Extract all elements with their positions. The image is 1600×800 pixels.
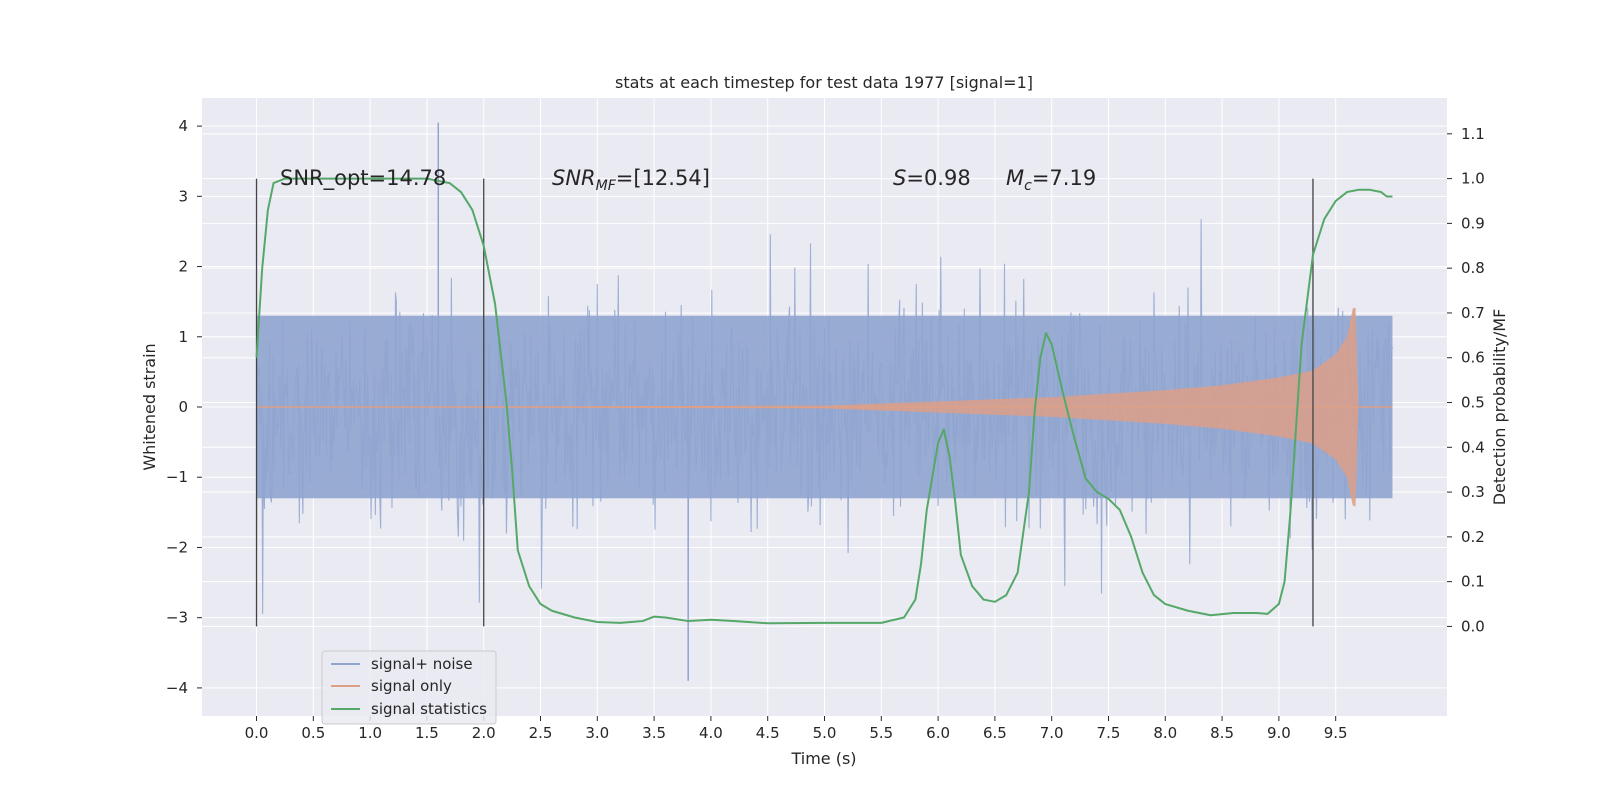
y-left-tick-label: −2 xyxy=(166,538,188,556)
x-tick-label: 2.5 xyxy=(529,724,553,742)
y-left-tick-label: −3 xyxy=(166,609,188,627)
x-tick-label: 7.5 xyxy=(1097,724,1121,742)
annotation-s-rest: =0.98 xyxy=(906,166,970,190)
x-tick-label: 3.0 xyxy=(585,724,609,742)
x-axis-ticks: 0.0 0.5 1.0 1.5 2.0 2.5 3.0 3.5 4.0 4.5 5.0 5.5 6.0 6… xyxy=(245,716,1348,742)
y-right-tick-label: 0.1 xyxy=(1461,573,1485,591)
signal-statistics-line xyxy=(255,177,1393,625)
y-axis-left-ticks: 4 3 2 1 0 −1 −2 −3 −4 xyxy=(166,117,202,697)
y-right-tick-label: 1.0 xyxy=(1461,170,1485,188)
series-signal-statistics xyxy=(255,177,1393,625)
series-signal-only xyxy=(256,307,1393,507)
legend-label-signal-only: signal only xyxy=(371,677,452,695)
y-left-tick-label: 2 xyxy=(178,258,188,276)
y-left-tick-label: 1 xyxy=(178,328,188,346)
x-tick-label: 1.5 xyxy=(415,724,439,742)
annotation-mc: Mc=7.19 xyxy=(1006,166,1096,194)
chart-title: stats at each timestep for test data 197… xyxy=(615,73,1033,92)
x-tick-label: 1.0 xyxy=(358,724,382,742)
x-tick-label: 5.0 xyxy=(813,724,837,742)
y-left-tick-label: 4 xyxy=(178,117,188,135)
legend-label-signal-noise: signal+ noise xyxy=(371,655,473,673)
x-tick-label: 0.0 xyxy=(245,724,269,742)
x-tick-label: 4.5 xyxy=(756,724,780,742)
y-right-tick-label: 0.6 xyxy=(1461,349,1485,367)
y-axis-right-label: Detection probability/MF xyxy=(1490,309,1509,506)
x-tick-label: 4.0 xyxy=(699,724,723,742)
annotation-mc-main: M xyxy=(1006,166,1024,190)
y-right-tick-label: 0.3 xyxy=(1461,483,1485,501)
y-right-tick-label: 0.7 xyxy=(1461,304,1485,322)
x-tick-label: 6.5 xyxy=(983,724,1007,742)
x-axis-label: Time (s) xyxy=(790,749,856,768)
x-tick-label: 2.0 xyxy=(472,724,496,742)
x-tick-label: 9.0 xyxy=(1267,724,1291,742)
annotation-mc-rest: =7.19 xyxy=(1032,166,1096,190)
y-right-tick-label: 0.9 xyxy=(1461,214,1485,232)
annotation-mc-sub: c xyxy=(1024,178,1032,194)
y-left-tick-label: 0 xyxy=(178,398,188,416)
legend-label-signal-statistics: signal statistics xyxy=(371,700,487,718)
y-axis-left-label: Whitened strain xyxy=(140,343,159,470)
annotation-snr-mf-sub: MF xyxy=(596,178,617,194)
y-axis-right-ticks: 1.1 1.0 0.9 0.8 0.7 0.6 0.5 0.4 0.3 0.2 0.1 0.0 xyxy=(1447,125,1485,635)
y-right-tick-label: 0.5 xyxy=(1461,394,1485,412)
annotation-s-main: S xyxy=(893,166,906,190)
x-tick-label: 3.5 xyxy=(642,724,666,742)
annotation-snr-mf: SNRMF=[12.54] xyxy=(552,166,710,194)
x-tick-label: 9.5 xyxy=(1324,724,1348,742)
y-right-tick-label: 0.8 xyxy=(1461,259,1485,277)
y-right-tick-label: 0.0 xyxy=(1461,617,1485,635)
annotation-snr-opt: SNR_opt=14.78 xyxy=(280,166,446,191)
legend-box xyxy=(321,650,497,725)
y-right-tick-label: 0.2 xyxy=(1461,528,1485,546)
x-tick-label: 5.5 xyxy=(869,724,893,742)
y-right-tick-label: 1.1 xyxy=(1461,125,1485,143)
x-tick-label: 6.0 xyxy=(926,724,950,742)
annotation-snr-mf-main: SNR xyxy=(552,166,596,190)
x-tick-label: 7.0 xyxy=(1040,724,1064,742)
y-left-tick-label: −4 xyxy=(166,679,188,697)
y-left-tick-label: 3 xyxy=(178,187,188,205)
legend: signal+ noise signal only signal statist… xyxy=(321,650,497,725)
x-tick-label: 8.0 xyxy=(1153,724,1177,742)
annotation-snr-mf-rest: =[12.54] xyxy=(616,166,710,190)
x-tick-label: 8.5 xyxy=(1210,724,1234,742)
y-right-tick-label: 0.4 xyxy=(1461,438,1485,456)
x-tick-label: 0.5 xyxy=(301,724,325,742)
annotation-s: S=0.98 xyxy=(893,166,971,190)
y-left-tick-label: −1 xyxy=(166,468,188,486)
